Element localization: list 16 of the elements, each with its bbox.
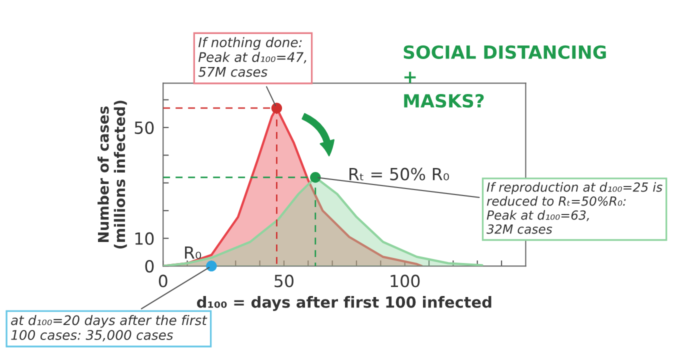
annotation: at d₁₀₀=20 days after the first 100 cases: 35,000 cases (11, 315, 208, 342)
y-tick-label: 50 (134, 121, 154, 134)
point (271, 102, 282, 114)
annotation: Rₜ = 50% R₀ (350, 168, 449, 180)
y-tick-label: 0 (145, 260, 154, 273)
annotation: If reproduction at d₁₀₀=25 is reduced to Rₜ=50%R₀: Peak at d₁₀₀=63, 32M cases (486, 182, 662, 234)
annotation: If nothing done: Peak at d₁₀₀=47, 57M cases (198, 37, 306, 77)
y-axis-title: Number of cases (millions infected) (98, 100, 127, 248)
annotation: R₀ (185, 246, 202, 259)
y-tick-label: 10 (135, 232, 154, 245)
annotation: SOCIAL DISTANCING + MASKS? (404, 45, 606, 108)
point (310, 172, 321, 183)
x-tick-label: 50 (274, 274, 294, 288)
x-tick-label: 0 (158, 274, 168, 288)
x-tick-label: 100 (390, 274, 420, 288)
x-axis-title: d₁₀₀ = days after first 100 infected (197, 296, 492, 311)
